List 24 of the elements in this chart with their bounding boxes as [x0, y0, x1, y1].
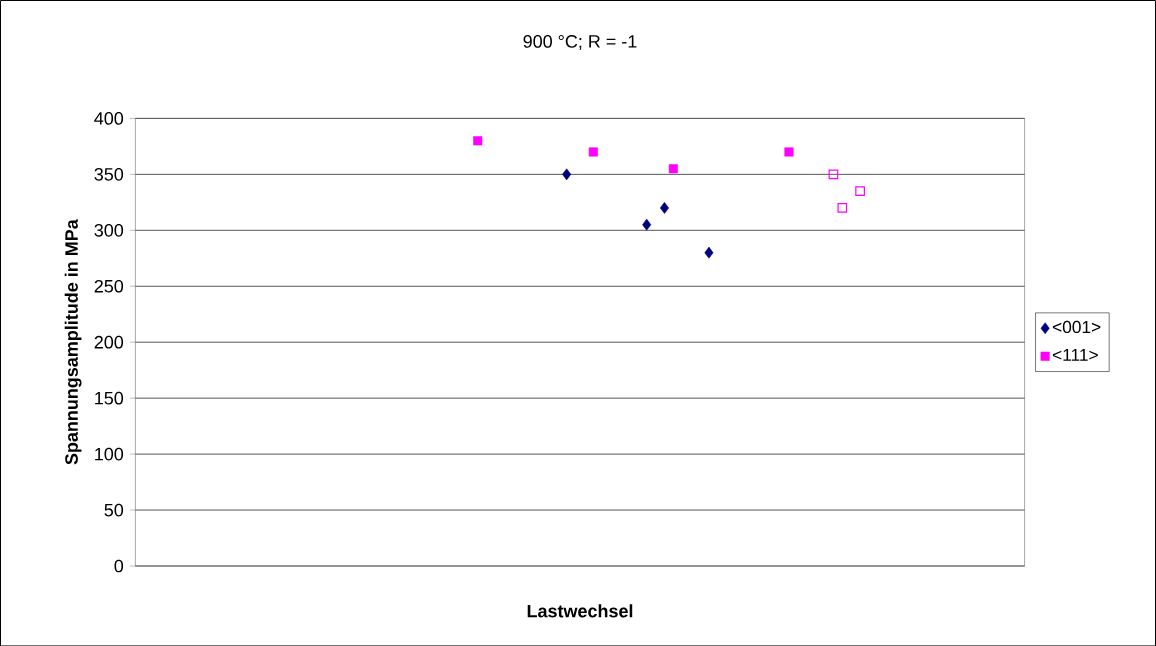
y-tick-label: 400	[94, 111, 124, 125]
point	[668, 164, 678, 174]
legend-label: <001>	[1052, 320, 1101, 333]
y-tick-label: 150	[95, 391, 124, 405]
y-tick-label: 50	[104, 503, 124, 517]
point	[562, 168, 572, 180]
x-axis-title: Lastwechsel	[527, 604, 633, 618]
point	[855, 186, 865, 196]
y-tick-label: 100	[95, 447, 124, 461]
point	[704, 246, 714, 259]
point	[828, 169, 839, 179]
point	[473, 136, 483, 146]
point	[642, 218, 652, 231]
y-axis-title: Spannungsamplitude in MPa	[64, 218, 82, 465]
y-tick-label: 250	[94, 279, 124, 293]
point	[837, 202, 848, 213]
point	[784, 147, 794, 157]
y-tick-label: 350	[94, 167, 124, 181]
chart-title: 900 °C; R = -1	[523, 34, 637, 50]
y-tick-label: 200	[94, 335, 124, 349]
legend-label: <111>	[1052, 348, 1098, 361]
point	[588, 147, 598, 157]
y-tick-label: 0	[114, 559, 124, 573]
y-tick-label: 300	[94, 223, 124, 237]
